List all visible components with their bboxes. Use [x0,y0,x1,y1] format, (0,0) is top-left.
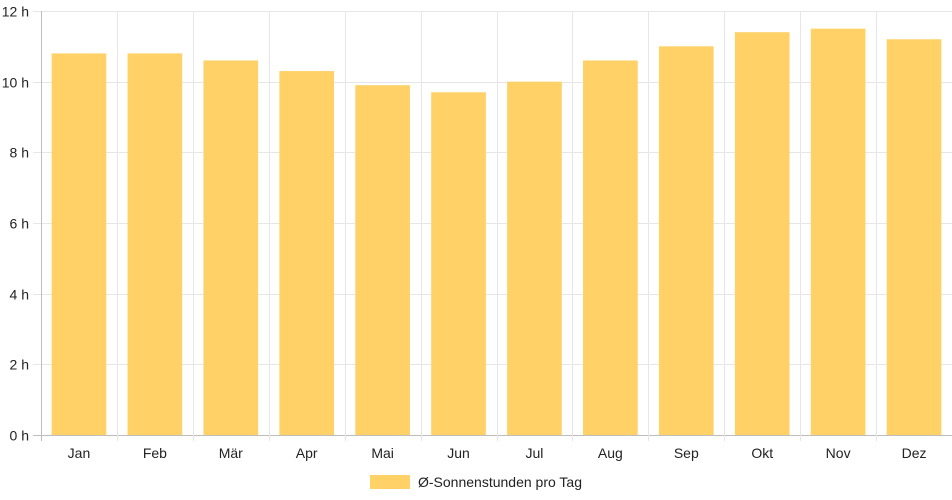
y-tick-label: 12 h [2,4,29,20]
x-tick-label: Sep [674,445,699,461]
bar-okt [734,32,790,435]
bar-jul [507,81,562,436]
bar-mai [355,85,410,435]
y-tick-label: 10 h [2,75,29,91]
y-tick-label: 2 h [10,357,29,373]
x-tick-label: Mai [371,445,394,461]
bar-dez [886,39,942,436]
legend-swatch [370,475,410,489]
x-tick-label: Dez [902,445,927,461]
bar-nov [810,28,866,436]
bar-aug [583,60,638,435]
bar-chart: 0 h 2 h 4 h 6 h 8 h 10 h 12 h Jan Feb Mär Apr Mai Ju… [2,4,952,461]
x-tick-label: Apr [296,445,318,461]
bar-feb [127,53,183,436]
y-tick-label: 6 h [10,216,29,232]
x-tick-label: Nov [826,445,851,461]
y-tick-label: 0 h [10,428,29,444]
x-tick-label: Jul [526,445,544,461]
bar-jan [51,53,107,436]
x-tick-label: Okt [751,445,773,461]
bar-mär [203,60,259,435]
x-tick-label: Mär [219,445,243,461]
y-tick-label: 8 h [10,145,29,161]
y-tick-label: 4 h [10,287,29,303]
x-tick-label: Jun [447,445,470,461]
legend-label: Ø-Sonnenstunden pro Tag [418,474,582,490]
x-tick-label: Jan [68,445,91,461]
bar-jun [431,92,486,436]
x-tick-label: Feb [143,445,167,461]
bar-sep [658,46,714,435]
x-tick-label: Aug [598,445,623,461]
bar-apr [279,71,335,436]
legend[interactable]: Ø-Sonnenstunden pro Tag [0,470,952,494]
